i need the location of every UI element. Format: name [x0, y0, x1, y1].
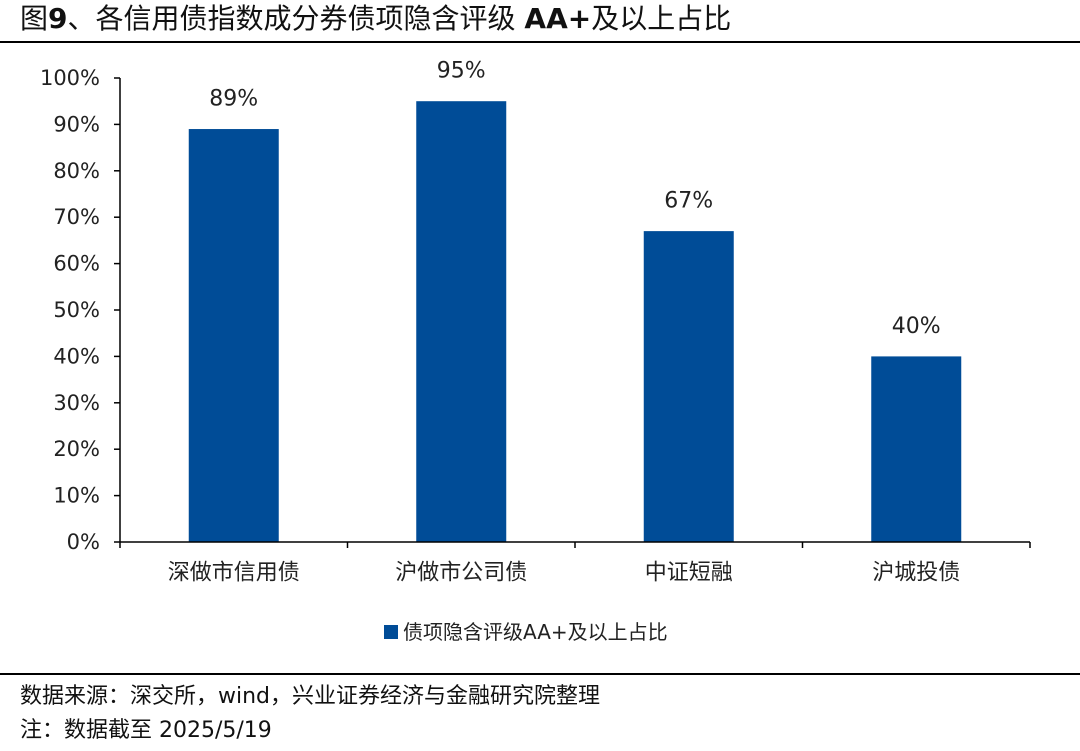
legend: 债项隐含评级AA+及以上占比: [384, 620, 668, 644]
x-tick-label: 沪城投债: [872, 561, 960, 586]
data-labels-group: 89% 95% 67% 40%: [209, 59, 940, 339]
y-tick-label: 100%: [40, 66, 100, 90]
y-tick-label: 70%: [53, 205, 100, 229]
y-tick-label: 30%: [53, 391, 100, 415]
x-tick-label: 深做市信用债: [168, 561, 300, 586]
bar: [871, 356, 962, 542]
source-note: 数据来源：深交所，wind，兴业证券经济与金融研究院整理: [20, 684, 601, 709]
legend-label: 债项隐含评级AA+及以上占比: [403, 620, 668, 644]
title-rating: AA+: [524, 2, 592, 35]
y-tick-label: 0%: [67, 530, 100, 554]
data-label: 40%: [892, 314, 941, 339]
y-tick-label: 50%: [53, 298, 100, 322]
bar: [643, 231, 734, 542]
data-label: 95%: [437, 59, 486, 84]
data-label: 89%: [209, 87, 258, 112]
y-tick-label: 40%: [53, 344, 100, 368]
title-divider: [0, 41, 1080, 43]
y-tick-label: 60%: [53, 252, 100, 276]
bars-group: [188, 101, 962, 542]
page-title: 图9、各信用债指数成分券债项隐含评级 AA+及以上占比: [20, 2, 731, 36]
y-tick-label: 10%: [53, 484, 100, 508]
figure-number: 9: [48, 2, 68, 35]
legend-swatch: [384, 625, 398, 639]
x-axis-ticks: 深做市信用债 沪做市公司债 中证短融 沪城投债: [119, 542, 1031, 586]
y-tick-label: 90%: [53, 112, 100, 136]
x-tick-label: 沪做市公司债: [395, 561, 527, 586]
y-axis-ticks: 0% 10% 20% 30% 40% 50% 60% 70% 80% 90% 100%: [40, 66, 120, 554]
y-tick-label: 20%: [53, 437, 100, 461]
bar: [416, 101, 507, 542]
title-suffix: 及以上占比: [591, 2, 732, 35]
y-tick-label: 80%: [53, 159, 100, 183]
x-tick-label: 中证短融: [645, 561, 733, 586]
data-label: 67%: [664, 189, 713, 214]
footer-divider: [0, 673, 1080, 675]
date-note: 注：数据截至 2025/5/19: [20, 718, 272, 743]
title-prefix: 图: [20, 2, 49, 35]
bar: [188, 129, 279, 542]
title-text: 、各信用债指数成分券债项隐含评级: [67, 2, 525, 35]
bar-chart: 0% 10% 20% 30% 40% 50% 60% 70% 80% 90% 100% 89% 95%…: [40, 59, 1031, 644]
